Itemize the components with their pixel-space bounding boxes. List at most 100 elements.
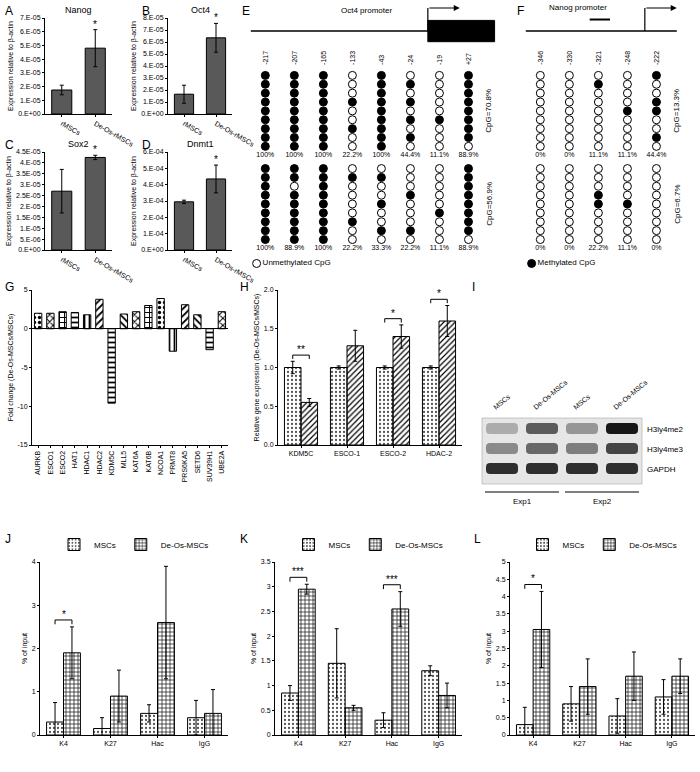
svg-text:KAT6A: KAT6A: [132, 450, 139, 472]
svg-text:J: J: [5, 532, 11, 546]
svg-text:3.5: 3.5: [496, 610, 506, 617]
svg-text:5.E-04: 5.E-04: [143, 165, 164, 172]
svg-text:Expression relative to β-actin: Expression relative to β-actin: [130, 156, 138, 246]
svg-text:100%: 100%: [314, 244, 332, 251]
svg-text:K27: K27: [573, 740, 586, 747]
svg-text:K: K: [240, 532, 248, 546]
svg-text:-207: -207: [291, 51, 298, 65]
svg-text:MSCs: MSCs: [492, 393, 511, 411]
svg-text:22.2%: 22.2%: [400, 244, 420, 251]
svg-text:1.5: 1.5: [261, 657, 271, 664]
svg-text:44.4%: 44.4%: [400, 151, 420, 158]
svg-text:PRMT8: PRMT8: [169, 451, 176, 475]
svg-text:SETD6: SETD6: [194, 451, 201, 474]
svg-text:11.1%: 11.1%: [618, 244, 637, 251]
svg-text:4.5E-05: 4.5E-05: [16, 148, 41, 155]
svg-text:De-Os-MSCs: De-Os-MSCs: [161, 541, 209, 550]
svg-text:44.4%: 44.4%: [647, 151, 667, 158]
svg-text:Exp2: Exp2: [593, 497, 612, 506]
svg-text:IgG: IgG: [666, 740, 677, 748]
svg-text:*: *: [531, 573, 535, 584]
svg-text:6.E-04: 6.E-04: [143, 148, 164, 155]
svg-text:100%: 100%: [285, 151, 303, 158]
svg-text:-330: -330: [566, 51, 573, 65]
svg-text:Expression relative to β-actin: Expression relative to β-actin: [7, 21, 15, 111]
svg-text:5.E-06: 5.E-06: [20, 236, 41, 243]
svg-text:UBE2A: UBE2A: [218, 450, 225, 473]
svg-text:0: 0: [267, 731, 271, 738]
svg-text:F: F: [517, 4, 524, 18]
svg-text:H3ly4me3: H3ly4me3: [647, 445, 684, 454]
svg-text:rMSCs: rMSCs: [182, 120, 204, 137]
svg-text:HAT1: HAT1: [71, 451, 78, 468]
svg-text:1.5: 1.5: [264, 325, 274, 332]
svg-text:De-Os-MSCs: De-Os-MSCs: [612, 378, 649, 410]
svg-text:3: 3: [267, 583, 271, 590]
svg-text:11.1%: 11.1%: [430, 244, 449, 251]
svg-text:4: 4: [502, 593, 506, 600]
svg-text:5: 5: [24, 286, 28, 293]
svg-text:MSCs: MSCs: [572, 393, 591, 411]
svg-text:2.E-05: 2.E-05: [143, 86, 164, 93]
svg-text:Dnmt1: Dnmt1: [187, 139, 214, 149]
svg-text:1.5E-05: 1.5E-05: [16, 214, 41, 221]
svg-text:Expression relative to β-actin: Expression relative to β-actin: [5, 156, 13, 246]
svg-text:-19: -19: [436, 55, 443, 65]
svg-text:0.E+00: 0.E+00: [18, 246, 40, 253]
svg-text:Unmethylated CpG: Unmethylated CpG: [263, 258, 331, 267]
svg-text:22.2%: 22.2%: [342, 151, 362, 158]
svg-text:IgG: IgG: [199, 740, 210, 748]
svg-text:***: ***: [386, 574, 398, 585]
svg-text:Hac: Hac: [386, 740, 399, 747]
svg-text:CpG=13.3%: CpG=13.3%: [672, 89, 681, 133]
svg-text:MSCs: MSCs: [563, 541, 585, 550]
svg-text:0.0: 0.0: [264, 441, 274, 448]
svg-text:KAT6B: KAT6B: [145, 450, 152, 472]
svg-text:6.E-05: 6.E-05: [143, 38, 164, 45]
svg-text:rMSCs: rMSCs: [182, 256, 204, 273]
svg-text:K27: K27: [104, 740, 117, 747]
svg-text:% of input: % of input: [485, 633, 493, 664]
svg-text:-15: -15: [17, 441, 27, 448]
svg-text:1.0: 1.0: [264, 364, 274, 371]
svg-text:De-Os-rMSCs: De-Os-rMSCs: [93, 256, 135, 284]
svg-text:0.5: 0.5: [261, 707, 271, 714]
svg-text:*: *: [62, 609, 66, 620]
svg-text:KDM5C: KDM5C: [108, 451, 115, 476]
svg-text:ESCO-2: ESCO-2: [380, 450, 406, 457]
svg-text:5.E-05: 5.E-05: [143, 50, 164, 57]
svg-text:H3ly4me2: H3ly4me2: [647, 425, 684, 434]
svg-text:E: E: [242, 4, 250, 18]
svg-text:C: C: [5, 138, 14, 152]
svg-text:G: G: [5, 280, 14, 294]
svg-text:7.E-05: 7.E-05: [143, 26, 164, 33]
svg-text:3.5E-05: 3.5E-05: [16, 170, 41, 177]
svg-text:-346: -346: [537, 51, 544, 65]
svg-text:K4: K4: [59, 740, 68, 747]
svg-text:B: B: [142, 4, 150, 18]
svg-text:4.5: 4.5: [496, 576, 506, 583]
svg-text:100%: 100%: [372, 151, 390, 158]
svg-text:ESCO-1: ESCO-1: [334, 450, 360, 457]
svg-text:-321: -321: [595, 51, 602, 65]
svg-text:100%: 100%: [314, 151, 332, 158]
svg-text:1.E-05: 1.E-05: [143, 98, 164, 105]
svg-text:KDM5C: KDM5C: [289, 450, 314, 457]
svg-text:22.2%: 22.2%: [588, 244, 608, 251]
svg-text:***: ***: [292, 566, 304, 577]
svg-text:0.E+00: 0.E+00: [141, 246, 163, 253]
svg-text:NCOA1: NCOA1: [157, 451, 164, 475]
svg-text:11.1%: 11.1%: [589, 151, 608, 158]
svg-text:-5: -5: [21, 364, 27, 371]
svg-text:Oct4: Oct4: [191, 5, 210, 15]
svg-text:*: *: [437, 288, 441, 299]
svg-text:CpG=6.7%: CpG=6.7%: [673, 184, 682, 223]
svg-text:Fold change (De-Os-MSCs/MSCs): Fold change (De-Os-MSCs/MSCs): [7, 314, 15, 422]
svg-text:2: 2: [502, 662, 506, 669]
svg-text:MLL5: MLL5: [120, 451, 127, 469]
svg-text:L: L: [474, 532, 481, 546]
svg-text:AURKB: AURKB: [34, 450, 41, 474]
svg-text:0.5: 0.5: [496, 714, 506, 721]
svg-text:% of input: % of input: [21, 633, 29, 664]
svg-text:-133: -133: [349, 51, 356, 65]
